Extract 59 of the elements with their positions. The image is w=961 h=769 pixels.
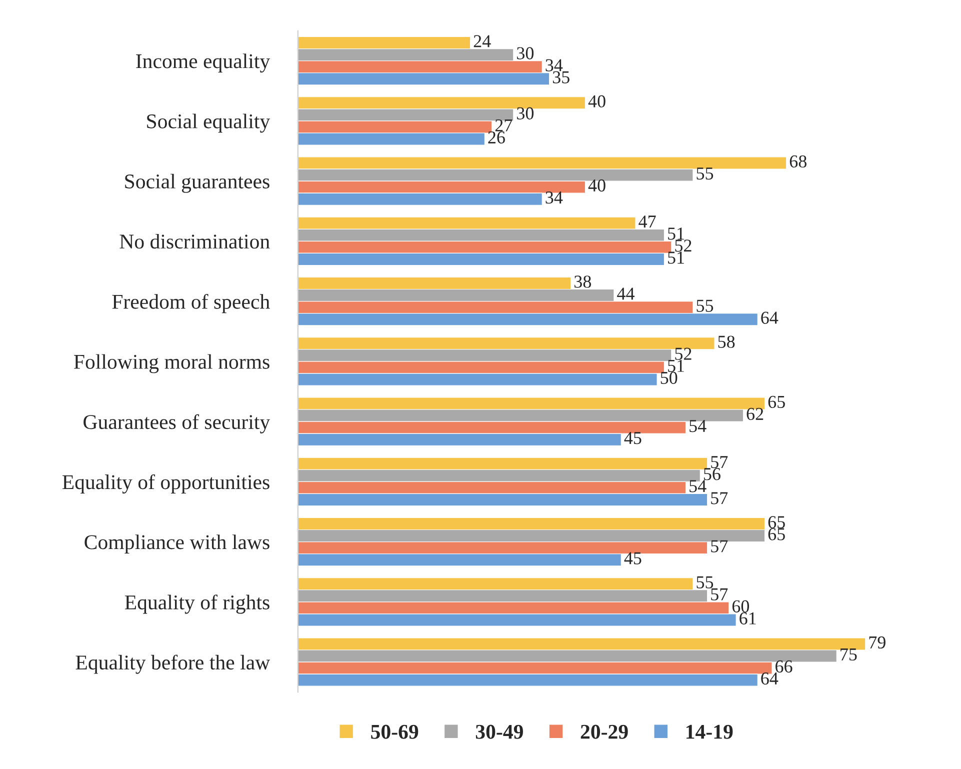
data-label: 50 <box>660 372 678 384</box>
data-label: 55 <box>696 300 714 312</box>
data-label: 57 <box>711 456 728 468</box>
data-label: 54 <box>690 480 706 492</box>
data-label: 40 <box>588 95 606 108</box>
data-label: 47 <box>638 216 656 228</box>
data-label: 51 <box>668 252 684 264</box>
data-label: 44 <box>617 288 635 300</box>
data-label: 54 <box>690 420 706 432</box>
data-label: 55 <box>696 168 714 180</box>
data-label: 62 <box>746 408 764 420</box>
y-tick-label: No discrimination <box>120 234 270 249</box>
y-tick-label: Compliance with laws <box>84 534 270 554</box>
data-label: 51 <box>668 360 684 372</box>
y-tick-label: Freedom of speech <box>112 294 270 314</box>
legend-label: 14-19 <box>686 724 733 739</box>
data-label: 65 <box>768 528 785 540</box>
data-label: 55 <box>696 576 714 588</box>
data-label: 35 <box>552 71 570 84</box>
data-label: 65 <box>768 396 785 408</box>
legend-label: 50-69 <box>371 724 418 739</box>
data-label: 79 <box>869 636 886 649</box>
y-tick-label: Guarantees of security <box>84 414 270 434</box>
legend-label: 30-49 <box>476 724 523 739</box>
data-label: 45 <box>624 552 642 564</box>
data-label: 57 <box>711 540 728 552</box>
data-label: 34 <box>546 191 563 204</box>
data-label: 66 <box>776 660 792 673</box>
data-label: 61 <box>740 612 756 624</box>
data-label: 60 <box>732 600 750 612</box>
data-label: 64 <box>761 312 778 324</box>
data-label: 57 <box>711 588 728 600</box>
y-tick-label: Social guarantees <box>125 174 270 193</box>
data-label: 45 <box>624 432 642 444</box>
data-label: 27 <box>495 119 512 132</box>
data-label: 34 <box>546 59 563 72</box>
data-label: 40 <box>588 179 606 192</box>
data-label: 52 <box>675 240 692 252</box>
y-tick-label: Income equality <box>136 54 270 73</box>
data-label: 30 <box>517 47 534 60</box>
y-tick-label: Following moral norms <box>74 354 270 374</box>
y-tick-label: Social equality <box>147 114 270 133</box>
data-label: 75 <box>840 648 857 661</box>
data-label: 26 <box>488 131 505 144</box>
y-tick-label: Equality before the law <box>76 654 270 674</box>
data-label: 30 <box>517 107 534 120</box>
data-label: 24 <box>474 35 491 48</box>
legend-label: 20-29 <box>580 724 628 739</box>
data-label: 38 <box>574 276 592 288</box>
data-label: 68 <box>790 155 806 168</box>
data-label: 52 <box>675 348 692 360</box>
data-label: 56 <box>704 468 720 480</box>
y-tick-label: Equality of rights <box>124 594 270 614</box>
data-label: 57 <box>711 492 728 504</box>
data-label: 51 <box>668 228 684 240</box>
data-label: 58 <box>718 336 735 348</box>
data-label: 65 <box>768 516 785 528</box>
y-tick-label: Equality of opportunities <box>62 474 270 494</box>
data-label: 64 <box>761 672 778 685</box>
